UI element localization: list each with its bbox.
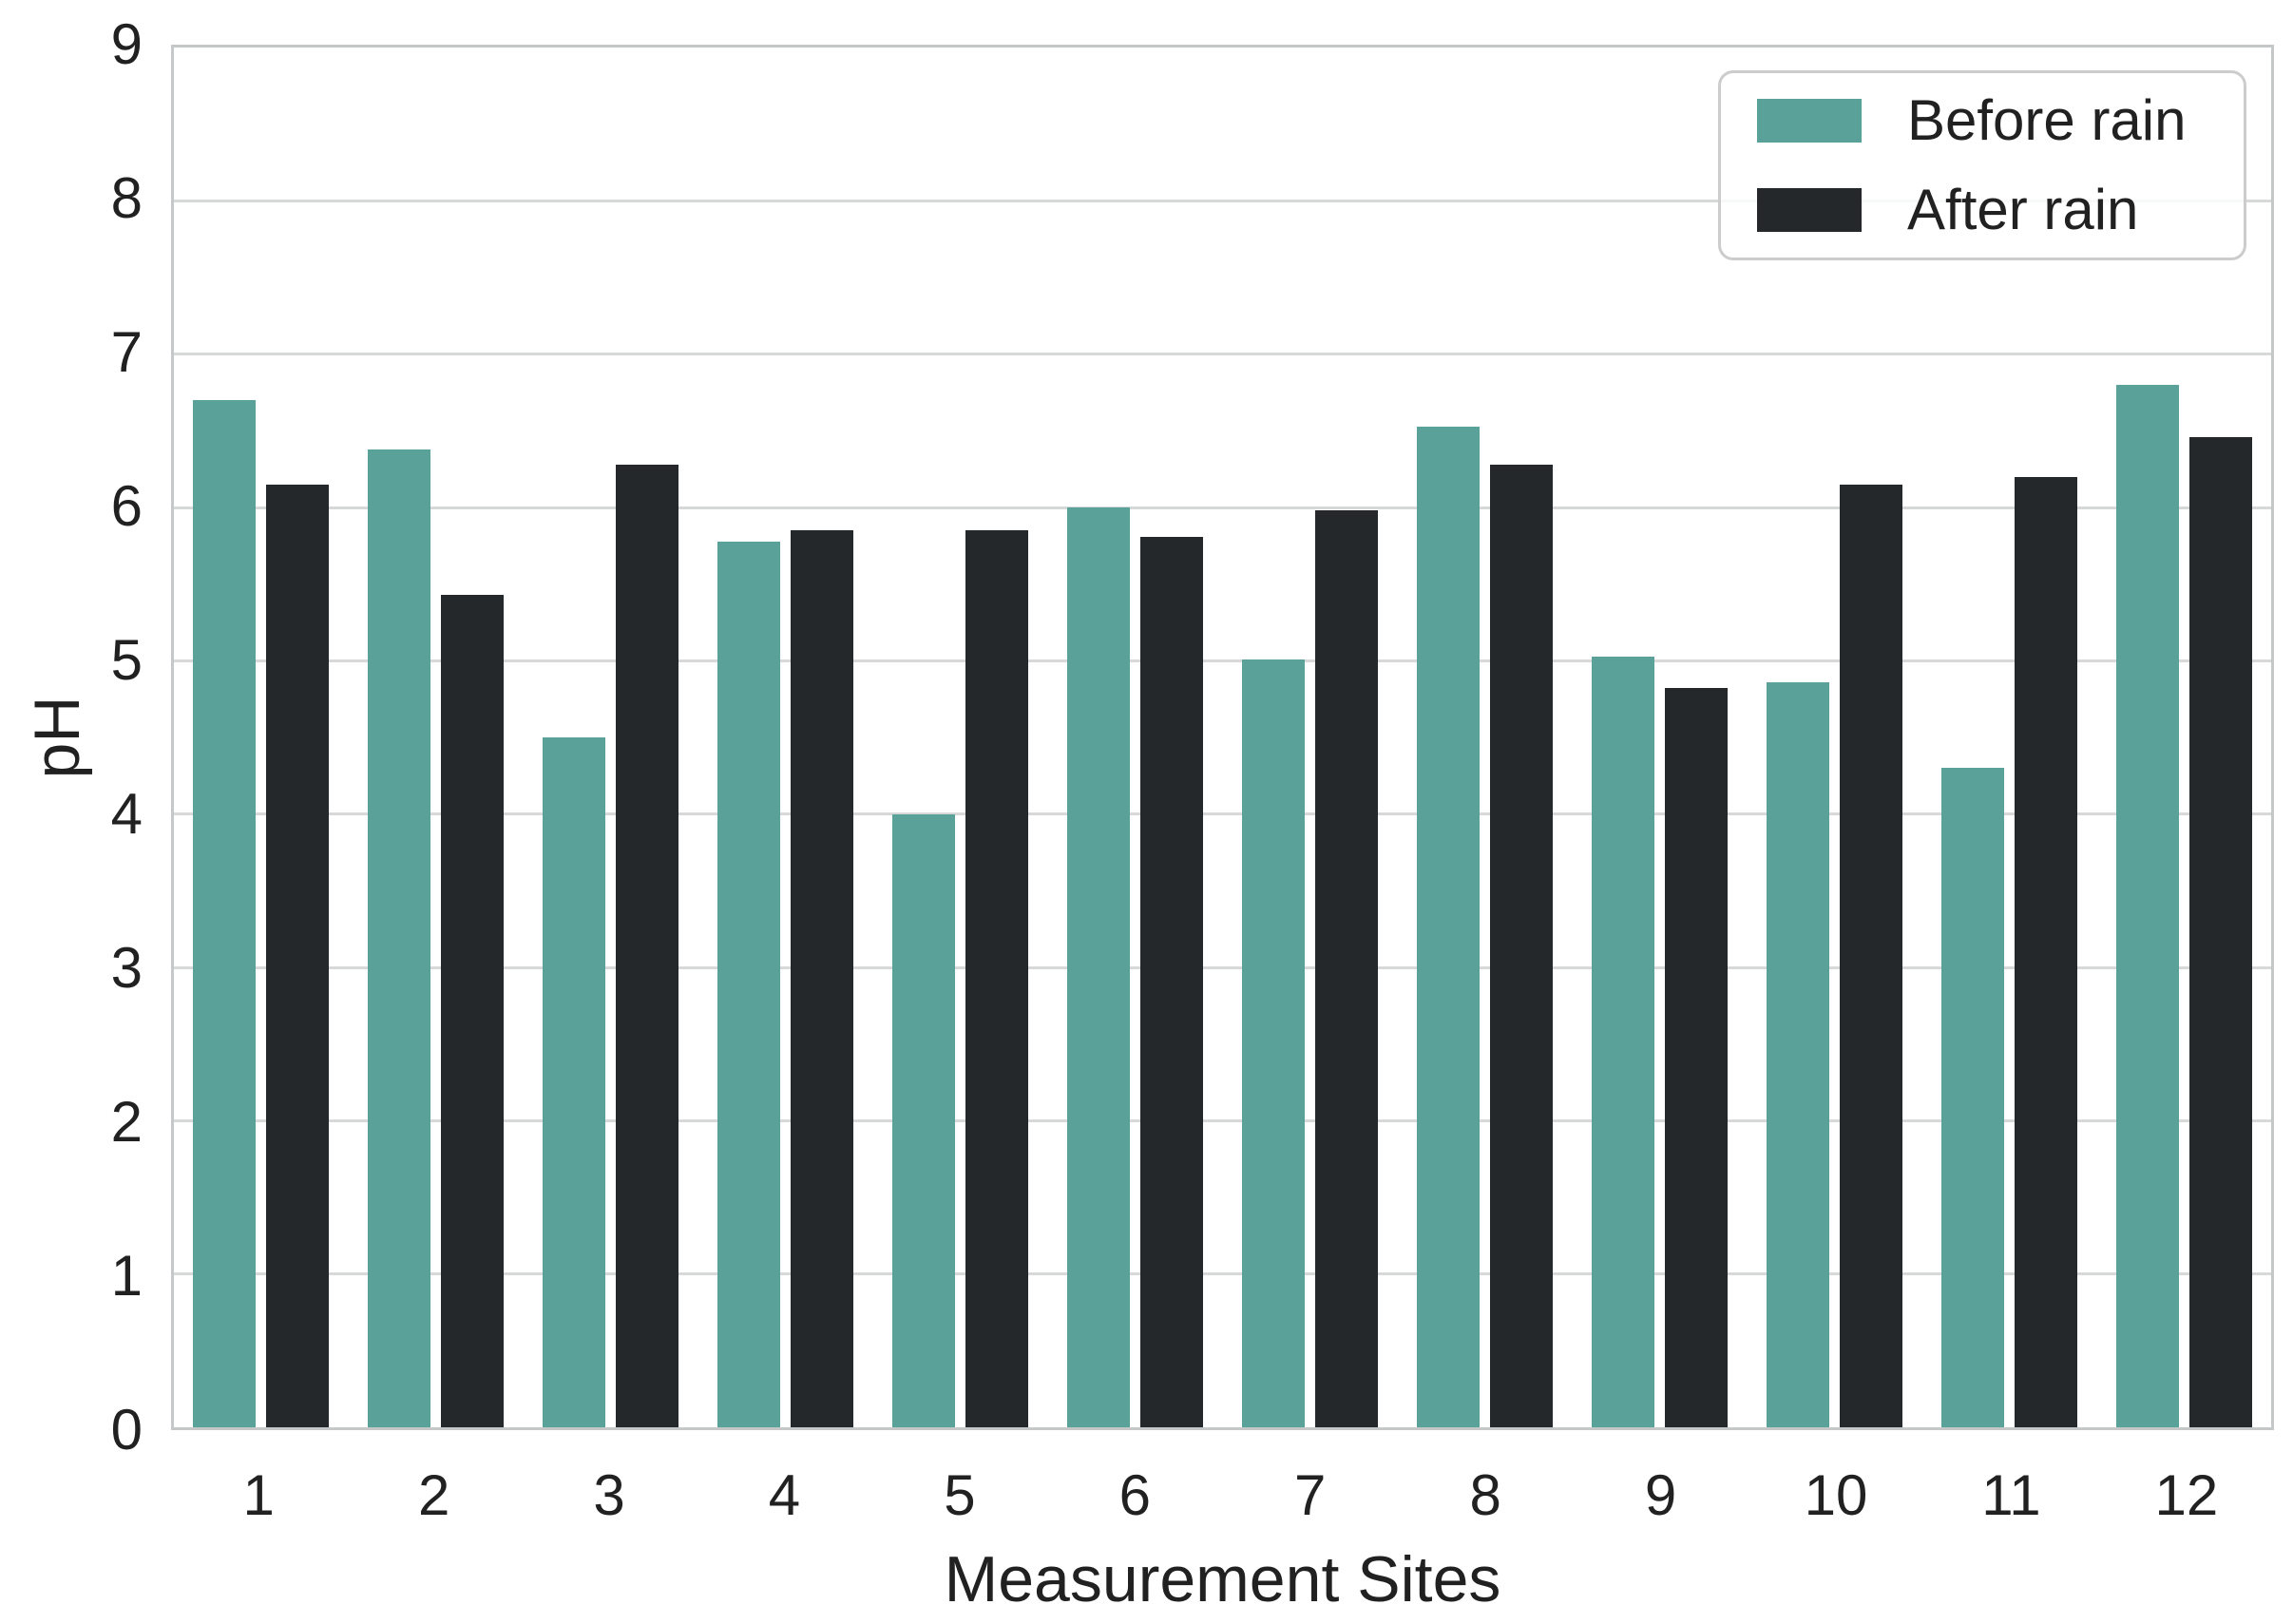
y-tick-label-1: 1: [110, 1244, 143, 1309]
x-tick-labels: 1 2 3 4 5 6 7 8 9 10 11 12: [171, 1452, 2274, 1524]
bar-group-site-12: [2096, 48, 2271, 1427]
bar-after-rain-site-4: [791, 530, 854, 1427]
y-tick-label-6: 6: [110, 474, 143, 538]
gridline-6: [174, 506, 2271, 509]
bar-group-site-9: [1572, 48, 1747, 1427]
y-tick-label-8: 8: [110, 166, 143, 231]
legend-swatch: [1757, 99, 1862, 143]
x-tick-label-4: 4: [768, 1463, 801, 1527]
legend-label: Before rain: [1907, 88, 2187, 152]
bar-before-rain-site-5: [892, 813, 956, 1427]
x-tick-label-8: 8: [1469, 1463, 1501, 1527]
bar-before-rain-site-4: [717, 541, 781, 1427]
legend-swatch: [1757, 188, 1862, 232]
legend: Before rain After rain: [1718, 70, 2246, 260]
bar-group-site-8: [1397, 48, 1572, 1427]
y-tick-label-5: 5: [110, 628, 143, 692]
bar-after-rain-site-10: [1839, 484, 1902, 1427]
gridline-1: [174, 1272, 2271, 1276]
bar-group-site-10: [1747, 48, 1921, 1427]
legend-entry-after-rain: After rain: [1757, 182, 2207, 239]
bar-group-site-4: [698, 48, 873, 1427]
bar-after-rain-site-9: [1664, 688, 1728, 1427]
y-tick-label-9: 9: [110, 12, 143, 76]
bar-group-site-3: [524, 48, 698, 1427]
legend-label: After rain: [1907, 178, 2139, 241]
legend-entry-before-rain: Before rain: [1757, 92, 2207, 149]
x-tick-label-6: 6: [1118, 1463, 1151, 1527]
x-axis-title: Measurement Sites: [944, 1543, 1501, 1615]
bar-before-rain-site-7: [1241, 659, 1305, 1427]
bar-after-rain-site-1: [266, 484, 330, 1427]
bar-before-rain-site-11: [1940, 768, 2004, 1427]
plot-area: [171, 45, 2274, 1430]
bar-after-rain-site-3: [616, 464, 679, 1427]
gridline-8: [174, 199, 2271, 202]
bar-before-rain-site-1: [193, 400, 257, 1427]
y-tick-label-2: 2: [110, 1090, 143, 1155]
gridline-4: [174, 812, 2271, 816]
bar-before-rain-site-3: [543, 737, 606, 1427]
gridline-5: [174, 659, 2271, 662]
x-tick-label-5: 5: [944, 1463, 976, 1527]
x-tick-label-12: 12: [2154, 1463, 2219, 1527]
gridline-7: [174, 353, 2271, 356]
bar-after-rain-site-12: [2188, 436, 2252, 1427]
bar-group-site-6: [1048, 48, 1223, 1427]
bar-group-site-5: [873, 48, 1048, 1427]
bar-group-site-7: [1223, 48, 1398, 1427]
y-tick-label-0: 0: [110, 1398, 143, 1462]
x-tick-label-11: 11: [1981, 1463, 2041, 1527]
x-tick-label-3: 3: [593, 1463, 625, 1527]
bar-after-rain-site-11: [2014, 476, 2077, 1427]
bar-after-rain-site-5: [965, 530, 1029, 1427]
y-tick-label-3: 3: [110, 936, 143, 1000]
bar-before-rain-site-2: [368, 449, 431, 1427]
x-tick-label-9: 9: [1644, 1463, 1677, 1527]
bar-before-rain-site-9: [1591, 656, 1654, 1427]
bar-after-rain-site-7: [1314, 510, 1378, 1427]
x-tick-label-1: 1: [242, 1463, 275, 1527]
bars-layer: [174, 48, 2271, 1427]
x-tick-label-2: 2: [417, 1463, 450, 1527]
bar-before-rain-site-12: [2115, 384, 2179, 1427]
bar-after-rain-site-8: [1489, 464, 1553, 1427]
bar-before-rain-site-10: [1766, 681, 1829, 1427]
gridline-3: [174, 965, 2271, 969]
bar-group-site-11: [1921, 48, 2096, 1427]
bar-after-rain-site-6: [1140, 536, 1204, 1427]
bar-group-site-1: [174, 48, 349, 1427]
y-tick-label-4: 4: [110, 782, 143, 847]
x-tick-label-7: 7: [1294, 1463, 1327, 1527]
y-tick-label-7: 7: [110, 320, 143, 384]
bar-group-site-2: [349, 48, 524, 1427]
bar-before-rain-site-6: [1067, 507, 1131, 1427]
x-tick-label-10: 10: [1804, 1463, 1868, 1527]
bar-before-rain-site-8: [1416, 426, 1480, 1427]
bar-after-rain-site-2: [441, 594, 505, 1427]
gridline-2: [174, 1118, 2271, 1122]
